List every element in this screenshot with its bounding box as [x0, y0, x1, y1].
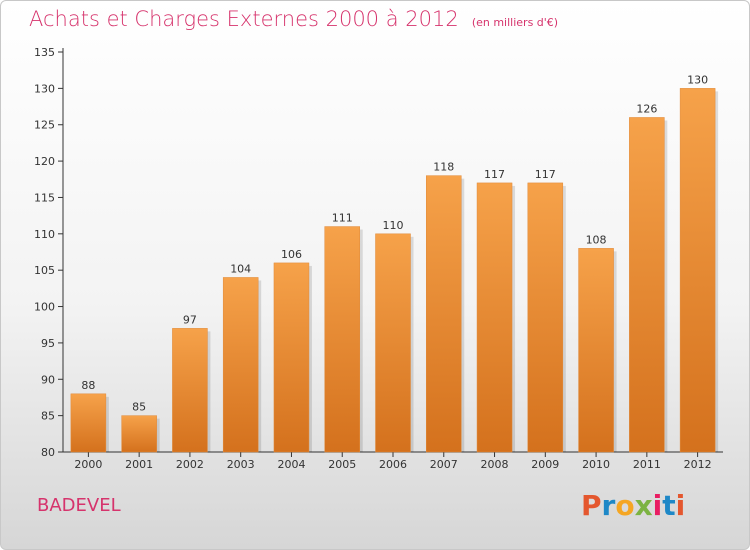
- data-label-2004: 106: [281, 248, 302, 261]
- bar-2001: [121, 415, 157, 453]
- logo-letter: i: [675, 489, 686, 522]
- bar-2004: [273, 262, 310, 453]
- bar-2005: [324, 226, 360, 453]
- x-tick-label-2010: 2010: [582, 458, 610, 471]
- x-tick-label-2008: 2008: [481, 458, 509, 471]
- bar-2000: [70, 393, 107, 453]
- logo-letter: i: [652, 489, 663, 522]
- x-tick-label-2001: 2001: [125, 458, 153, 471]
- y-tick-label: 105: [34, 264, 55, 277]
- data-label-2006: 110: [383, 219, 404, 232]
- y-tick-label: 125: [34, 119, 55, 132]
- y-tick-label: 135: [34, 46, 55, 59]
- x-tick-label-2005: 2005: [328, 458, 356, 471]
- bar-2002: [172, 328, 208, 453]
- data-label-2002: 97: [183, 313, 197, 326]
- bar-2010: [578, 248, 614, 453]
- bar-2007: [426, 175, 462, 453]
- x-tick-label-2002: 2002: [176, 458, 204, 471]
- bar-2008: [476, 182, 513, 453]
- title-row: Achats et Charges Externes 2000 à 2012 (…: [29, 7, 558, 31]
- proxiti-logo[interactable]: Proxiti: [581, 489, 685, 522]
- x-tick-label-2003: 2003: [227, 458, 255, 471]
- logo-letter: P: [581, 489, 602, 522]
- data-label-2011: 126: [636, 102, 657, 115]
- chart-title: Achats et Charges Externes 2000 à 2012: [29, 7, 459, 31]
- y-tick-label: 95: [41, 337, 55, 350]
- logo-letter: t: [662, 489, 676, 522]
- y-tick-label: 110: [34, 228, 55, 241]
- x-tick-label-2012: 2012: [684, 458, 712, 471]
- data-label-2000: 88: [81, 379, 95, 392]
- y-tick-label: 130: [34, 82, 55, 95]
- logo-letter: r: [601, 489, 616, 522]
- x-tick-label-2006: 2006: [379, 458, 407, 471]
- y-tick-label: 120: [34, 155, 55, 168]
- data-label-2010: 108: [586, 233, 607, 246]
- data-label-2005: 111: [332, 212, 353, 225]
- bar-2003: [222, 277, 259, 453]
- data-label-2001: 85: [132, 401, 146, 414]
- logo-letter: x: [634, 489, 653, 522]
- x-tick-label-2011: 2011: [633, 458, 661, 471]
- bar-2012: [679, 88, 716, 453]
- x-tick-label-2000: 2000: [74, 458, 102, 471]
- y-tick-label: 115: [34, 191, 55, 204]
- x-tick-label-2007: 2007: [430, 458, 458, 471]
- chart-subtitle: (en milliers d'€): [471, 16, 559, 29]
- y-tick-label: 100: [34, 301, 55, 314]
- data-label-2008: 117: [484, 168, 505, 181]
- logo-letter: o: [615, 489, 635, 522]
- data-label-2009: 117: [535, 168, 556, 181]
- y-tick-label: 80: [41, 446, 55, 459]
- x-tick-label-2004: 2004: [277, 458, 305, 471]
- commune-name: BADEVEL: [37, 495, 121, 516]
- x-tick-label-2009: 2009: [531, 458, 559, 471]
- data-label-2007: 118: [433, 161, 454, 174]
- data-label-2012: 130: [687, 73, 708, 86]
- bar-2009: [527, 182, 564, 453]
- bar-2011: [629, 117, 665, 453]
- y-tick-label: 90: [41, 373, 55, 386]
- data-label-2003: 104: [230, 262, 251, 275]
- bar-2006: [375, 233, 411, 453]
- y-tick-label: 85: [41, 410, 55, 423]
